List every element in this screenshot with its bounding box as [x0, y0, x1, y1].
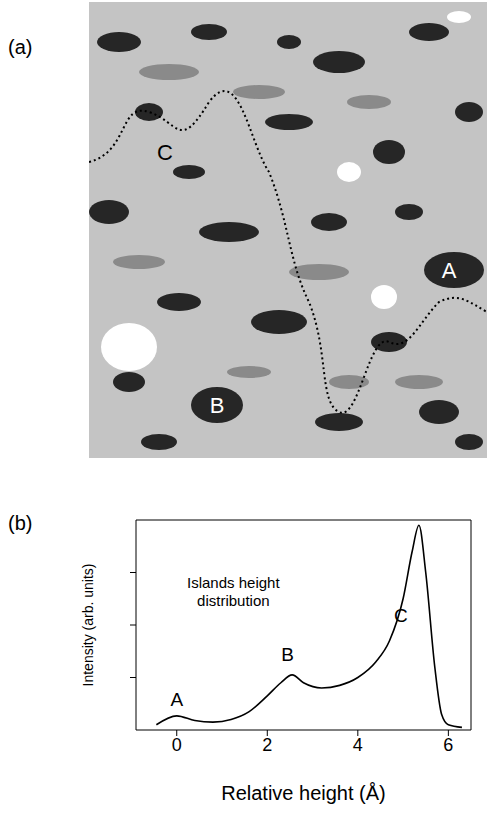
- svg-text:C: C: [157, 140, 173, 165]
- html-text:(b): (b): [8, 512, 33, 534]
- svg-text:B: B: [210, 393, 225, 418]
- svg-text:2: 2: [262, 735, 272, 755]
- svg-text:B: B: [281, 643, 294, 664]
- html-text:(a): (a): [8, 36, 33, 58]
- svg-text:0: 0: [172, 735, 182, 755]
- svg-text:6: 6: [443, 735, 453, 755]
- svg-text:Islands heightdistribution: Islands heightdistribution: [187, 573, 280, 608]
- svg-text:Relative height (Å): Relative height (Å): [221, 782, 386, 804]
- svg-text:Intensity (arb. units): Intensity (arb. units): [80, 564, 96, 687]
- svg-text:4: 4: [353, 735, 363, 755]
- svg-text:A: A: [170, 688, 183, 709]
- svg-text:A: A: [442, 258, 457, 283]
- svg-text:C: C: [394, 604, 408, 625]
